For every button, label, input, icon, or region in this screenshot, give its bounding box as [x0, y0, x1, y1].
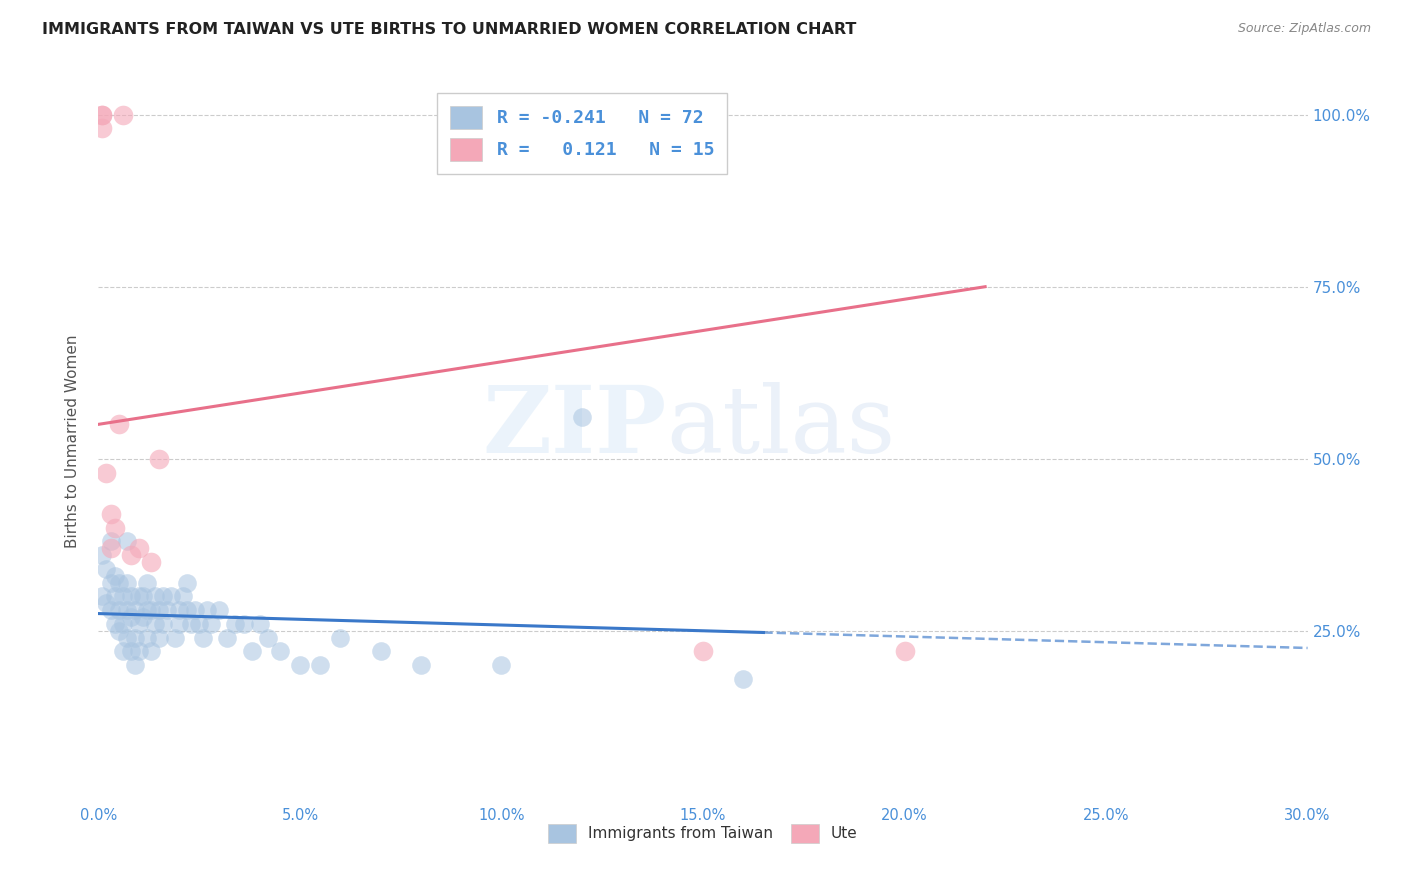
- Point: [107, 603, 129, 617]
- Point: [91, 590, 114, 604]
- Y-axis label: Births to Unmarried Women: Births to Unmarried Women: [65, 334, 80, 549]
- Point: [139, 644, 162, 658]
- Point: [120, 610, 142, 624]
- Point: [217, 631, 239, 645]
- Point: [370, 644, 392, 658]
- Point: [128, 616, 150, 631]
- Point: [148, 603, 170, 617]
- Point: [96, 466, 118, 480]
- Point: [91, 108, 114, 122]
- Point: [100, 575, 122, 590]
- Point: [100, 603, 122, 617]
- Point: [128, 590, 150, 604]
- Point: [91, 548, 114, 562]
- Point: [103, 520, 125, 534]
- Point: [115, 534, 138, 549]
- Point: [409, 658, 432, 673]
- Text: ZIP: ZIP: [482, 382, 666, 472]
- Point: [124, 631, 146, 645]
- Point: [160, 590, 183, 604]
- Point: [115, 603, 138, 617]
- Point: [208, 603, 231, 617]
- Point: [893, 644, 915, 658]
- Point: [176, 603, 198, 617]
- Point: [115, 575, 138, 590]
- Point: [124, 603, 146, 617]
- Text: atlas: atlas: [666, 382, 896, 472]
- Point: [128, 541, 150, 556]
- Point: [135, 603, 157, 617]
- Point: [143, 616, 166, 631]
- Point: [91, 121, 114, 136]
- Point: [111, 644, 134, 658]
- Point: [172, 590, 194, 604]
- Point: [111, 590, 134, 604]
- Point: [96, 596, 118, 610]
- Point: [176, 575, 198, 590]
- Point: [124, 658, 146, 673]
- Point: [256, 631, 278, 645]
- Point: [692, 644, 714, 658]
- Point: [132, 610, 155, 624]
- Point: [96, 562, 118, 576]
- Point: [100, 534, 122, 549]
- Point: [152, 590, 174, 604]
- Point: [135, 575, 157, 590]
- Point: [163, 631, 186, 645]
- Point: [120, 644, 142, 658]
- Point: [232, 616, 254, 631]
- Point: [571, 410, 593, 425]
- Point: [193, 631, 215, 645]
- Point: [120, 548, 142, 562]
- Point: [200, 616, 222, 631]
- Point: [288, 658, 311, 673]
- Point: [329, 631, 352, 645]
- Point: [111, 616, 134, 631]
- Point: [167, 603, 190, 617]
- Point: [180, 616, 202, 631]
- Point: [148, 631, 170, 645]
- Point: [167, 616, 190, 631]
- Point: [115, 631, 138, 645]
- Point: [107, 575, 129, 590]
- Point: [188, 616, 211, 631]
- Point: [143, 590, 166, 604]
- Point: [107, 417, 129, 432]
- Point: [100, 541, 122, 556]
- Point: [152, 616, 174, 631]
- Point: [156, 603, 179, 617]
- Point: [249, 616, 271, 631]
- Legend: Immigrants from Taiwan, Ute: Immigrants from Taiwan, Ute: [543, 817, 863, 849]
- Point: [103, 590, 125, 604]
- Point: [111, 108, 134, 122]
- Point: [103, 568, 125, 582]
- Point: [224, 616, 246, 631]
- Point: [120, 590, 142, 604]
- Point: [309, 658, 332, 673]
- Point: [195, 603, 218, 617]
- Point: [148, 451, 170, 466]
- Point: [491, 658, 513, 673]
- Point: [139, 555, 162, 569]
- Text: Source: ZipAtlas.com: Source: ZipAtlas.com: [1237, 22, 1371, 36]
- Point: [139, 603, 162, 617]
- Point: [103, 616, 125, 631]
- Text: IMMIGRANTS FROM TAIWAN VS UTE BIRTHS TO UNMARRIED WOMEN CORRELATION CHART: IMMIGRANTS FROM TAIWAN VS UTE BIRTHS TO …: [42, 22, 856, 37]
- Point: [184, 603, 207, 617]
- Point: [128, 644, 150, 658]
- Point: [269, 644, 291, 658]
- Point: [240, 644, 263, 658]
- Point: [107, 624, 129, 638]
- Point: [132, 590, 155, 604]
- Point: [733, 672, 755, 686]
- Point: [100, 507, 122, 521]
- Point: [91, 108, 114, 122]
- Point: [135, 631, 157, 645]
